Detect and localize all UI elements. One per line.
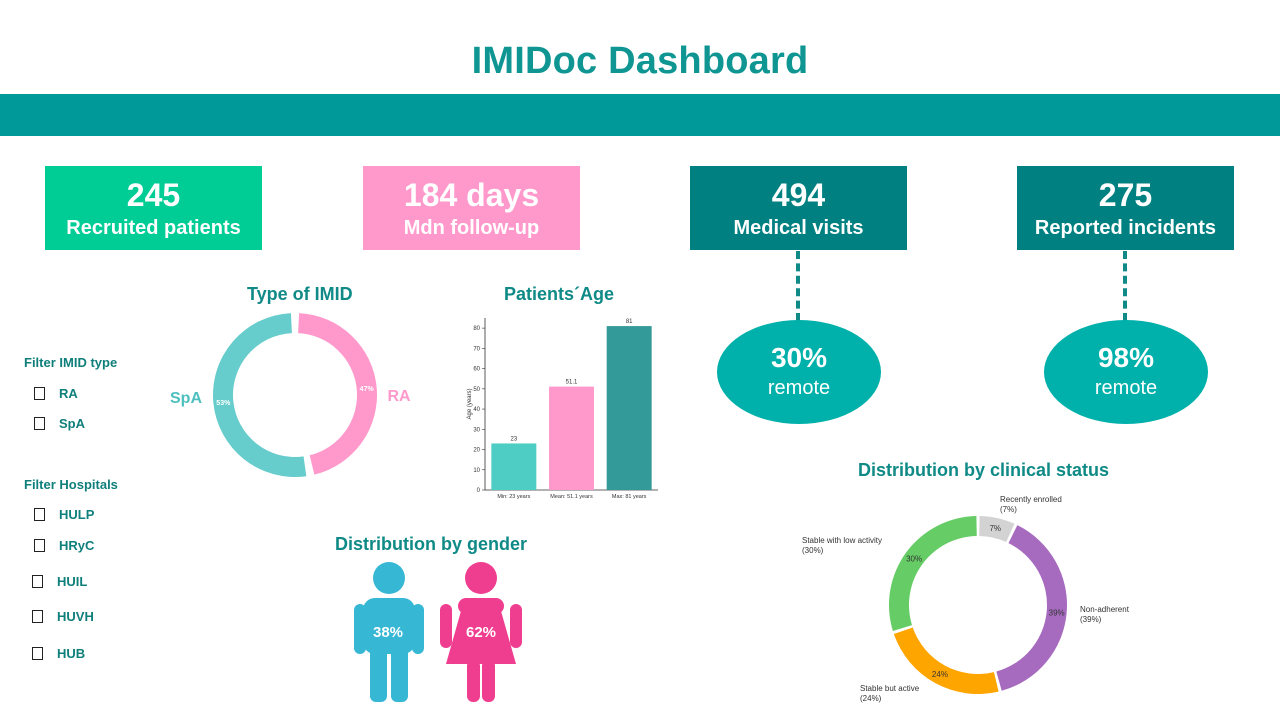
- filter-hospitals-title: Filter Hospitals: [24, 477, 118, 492]
- bar-value-label: 81: [626, 319, 633, 325]
- y-tick-label: 10: [473, 468, 480, 474]
- remote-percent: 98%: [1097, 342, 1155, 373]
- dashed-connector: [1123, 251, 1127, 321]
- age-bar: [491, 443, 537, 490]
- age-bar: [606, 326, 652, 490]
- filter-label: HUIL: [57, 573, 88, 589]
- clinical-slice: [893, 627, 999, 694]
- age-bar-chart: 0 10 20 30 40 50 60 70 80 Age (years) 23 Min: 23 ye…: [467, 318, 658, 500]
- remote-label: remote: [1094, 377, 1158, 399]
- clinical-value-label: 7%: [989, 524, 1001, 533]
- x-tick-label: Max: 81 years: [612, 494, 647, 500]
- y-axis-label: Age (years): [467, 388, 473, 419]
- checkbox-icon[interactable]: [32, 609, 43, 623]
- remote-incidents-badge: 98% remote: [1044, 320, 1208, 424]
- page-title: IMIDoc Dashboard: [471, 40, 809, 82]
- remote-percent: 30%: [770, 342, 828, 373]
- clinical-category-label: Non-adherent (39%): [1080, 605, 1130, 624]
- imid-left-label: SpA: [170, 390, 202, 407]
- header-band: [0, 94, 1280, 136]
- remote-visits-badge: 30% remote: [717, 320, 881, 424]
- y-tick-label: 60: [473, 367, 480, 373]
- filter-label: HRyC: [59, 537, 95, 553]
- clinical-category-label: Stable with low activity (30%): [802, 536, 882, 555]
- clinical-category-label: Stable but active (24%): [860, 684, 920, 703]
- checkbox-icon[interactable]: [34, 416, 45, 430]
- gender-figures: 38% 62%: [354, 562, 522, 702]
- y-tick-label: 80: [473, 326, 480, 332]
- checkbox-icon[interactable]: [34, 386, 45, 400]
- kpi-label: Mdn follow-up: [403, 217, 540, 239]
- filter-imid-ra[interactable]: RA: [34, 385, 78, 401]
- kpi-reported-incidents: 275 Reported incidents: [1017, 166, 1234, 250]
- y-tick-label: 30: [473, 427, 480, 433]
- clinical-value-label: 24%: [932, 670, 948, 679]
- imid-slice-spa: [213, 313, 307, 477]
- kpi-value: 275: [1098, 177, 1153, 213]
- clinical-slice: [996, 525, 1067, 691]
- y-tick-label: 40: [473, 407, 480, 413]
- filter-label: HULP: [59, 506, 95, 522]
- checkbox-icon[interactable]: [34, 538, 45, 552]
- male-icon: [354, 562, 424, 702]
- clinical-value-label: 30%: [906, 555, 922, 564]
- age-bar: [549, 386, 594, 490]
- filter-hospital-hub[interactable]: HUB: [32, 645, 85, 661]
- filter-imid-spa[interactable]: SpA: [34, 415, 85, 431]
- filter-hospital-huil[interactable]: HUIL: [32, 573, 87, 589]
- filter-hospital-hryc[interactable]: HRyC: [34, 537, 94, 553]
- y-tick-label: 0: [477, 488, 481, 494]
- bar-value-label: 23: [510, 436, 517, 442]
- age-title: Patients´Age: [504, 284, 615, 304]
- imid-value-label: 47%: [360, 386, 375, 393]
- imid-slice-ra: [298, 313, 378, 475]
- kpi-value: 184 days: [403, 177, 540, 213]
- y-tick-label: 70: [473, 346, 480, 352]
- female-icon: [440, 562, 522, 702]
- kpi-medical-visits: 494 Medical visits: [690, 166, 907, 250]
- clinical-category-label: Recently enrolled (7%): [1000, 495, 1062, 514]
- kpi-value: 494: [771, 177, 826, 213]
- kpi-recruited-patients: 245 Recruited patients: [45, 166, 262, 250]
- y-tick-label: 50: [473, 387, 480, 393]
- x-tick-label: Min: 23 years: [497, 494, 530, 500]
- type-imid-donut-chart: 47% 53% SpA RA: [170, 313, 411, 477]
- filter-label: HUVH: [57, 608, 94, 624]
- type-imid-title: Type of IMID: [247, 284, 353, 304]
- kpi-follow-up: 184 days Mdn follow-up: [363, 166, 580, 250]
- dashed-connector: [796, 251, 800, 321]
- filter-hospital-hulp[interactable]: HULP: [34, 506, 94, 522]
- x-tick-label: Mean: 51.1 years: [550, 494, 593, 500]
- imid-right-label: RA: [387, 388, 411, 405]
- imid-value-label: 53%: [216, 400, 231, 407]
- male-percent: 38%: [373, 624, 403, 641]
- clinical-title: Distribution by clinical status: [858, 460, 1110, 480]
- kpi-label: Recruited patients: [66, 217, 241, 239]
- filter-imid-title: Filter IMID type: [24, 355, 118, 370]
- remote-label: remote: [767, 377, 831, 399]
- female-percent: 62%: [466, 624, 496, 641]
- clinical-slice: [889, 516, 977, 631]
- y-tick-label: 20: [473, 448, 480, 454]
- gender-title: Distribution by gender: [335, 534, 528, 554]
- filter-label: SpA: [59, 415, 85, 431]
- checkbox-icon[interactable]: [34, 507, 45, 521]
- checkbox-icon[interactable]: [32, 574, 43, 588]
- clinical-status-donut-chart: 7% Recently enrolled (7%) 39% Non-adherent (3…: [802, 495, 1130, 703]
- kpi-label: Reported incidents: [1034, 217, 1217, 239]
- checkbox-icon[interactable]: [32, 646, 43, 660]
- filter-hospital-huvh[interactable]: HUVH: [32, 608, 94, 624]
- bar-value-label: 51.1: [566, 380, 578, 386]
- clinical-slice: [979, 516, 1015, 543]
- kpi-label: Medical visits: [733, 217, 864, 239]
- kpi-value: 245: [126, 177, 181, 213]
- filter-label: HUB: [57, 645, 86, 661]
- clinical-value-label: 39%: [1049, 608, 1065, 617]
- filter-label: RA: [59, 385, 78, 401]
